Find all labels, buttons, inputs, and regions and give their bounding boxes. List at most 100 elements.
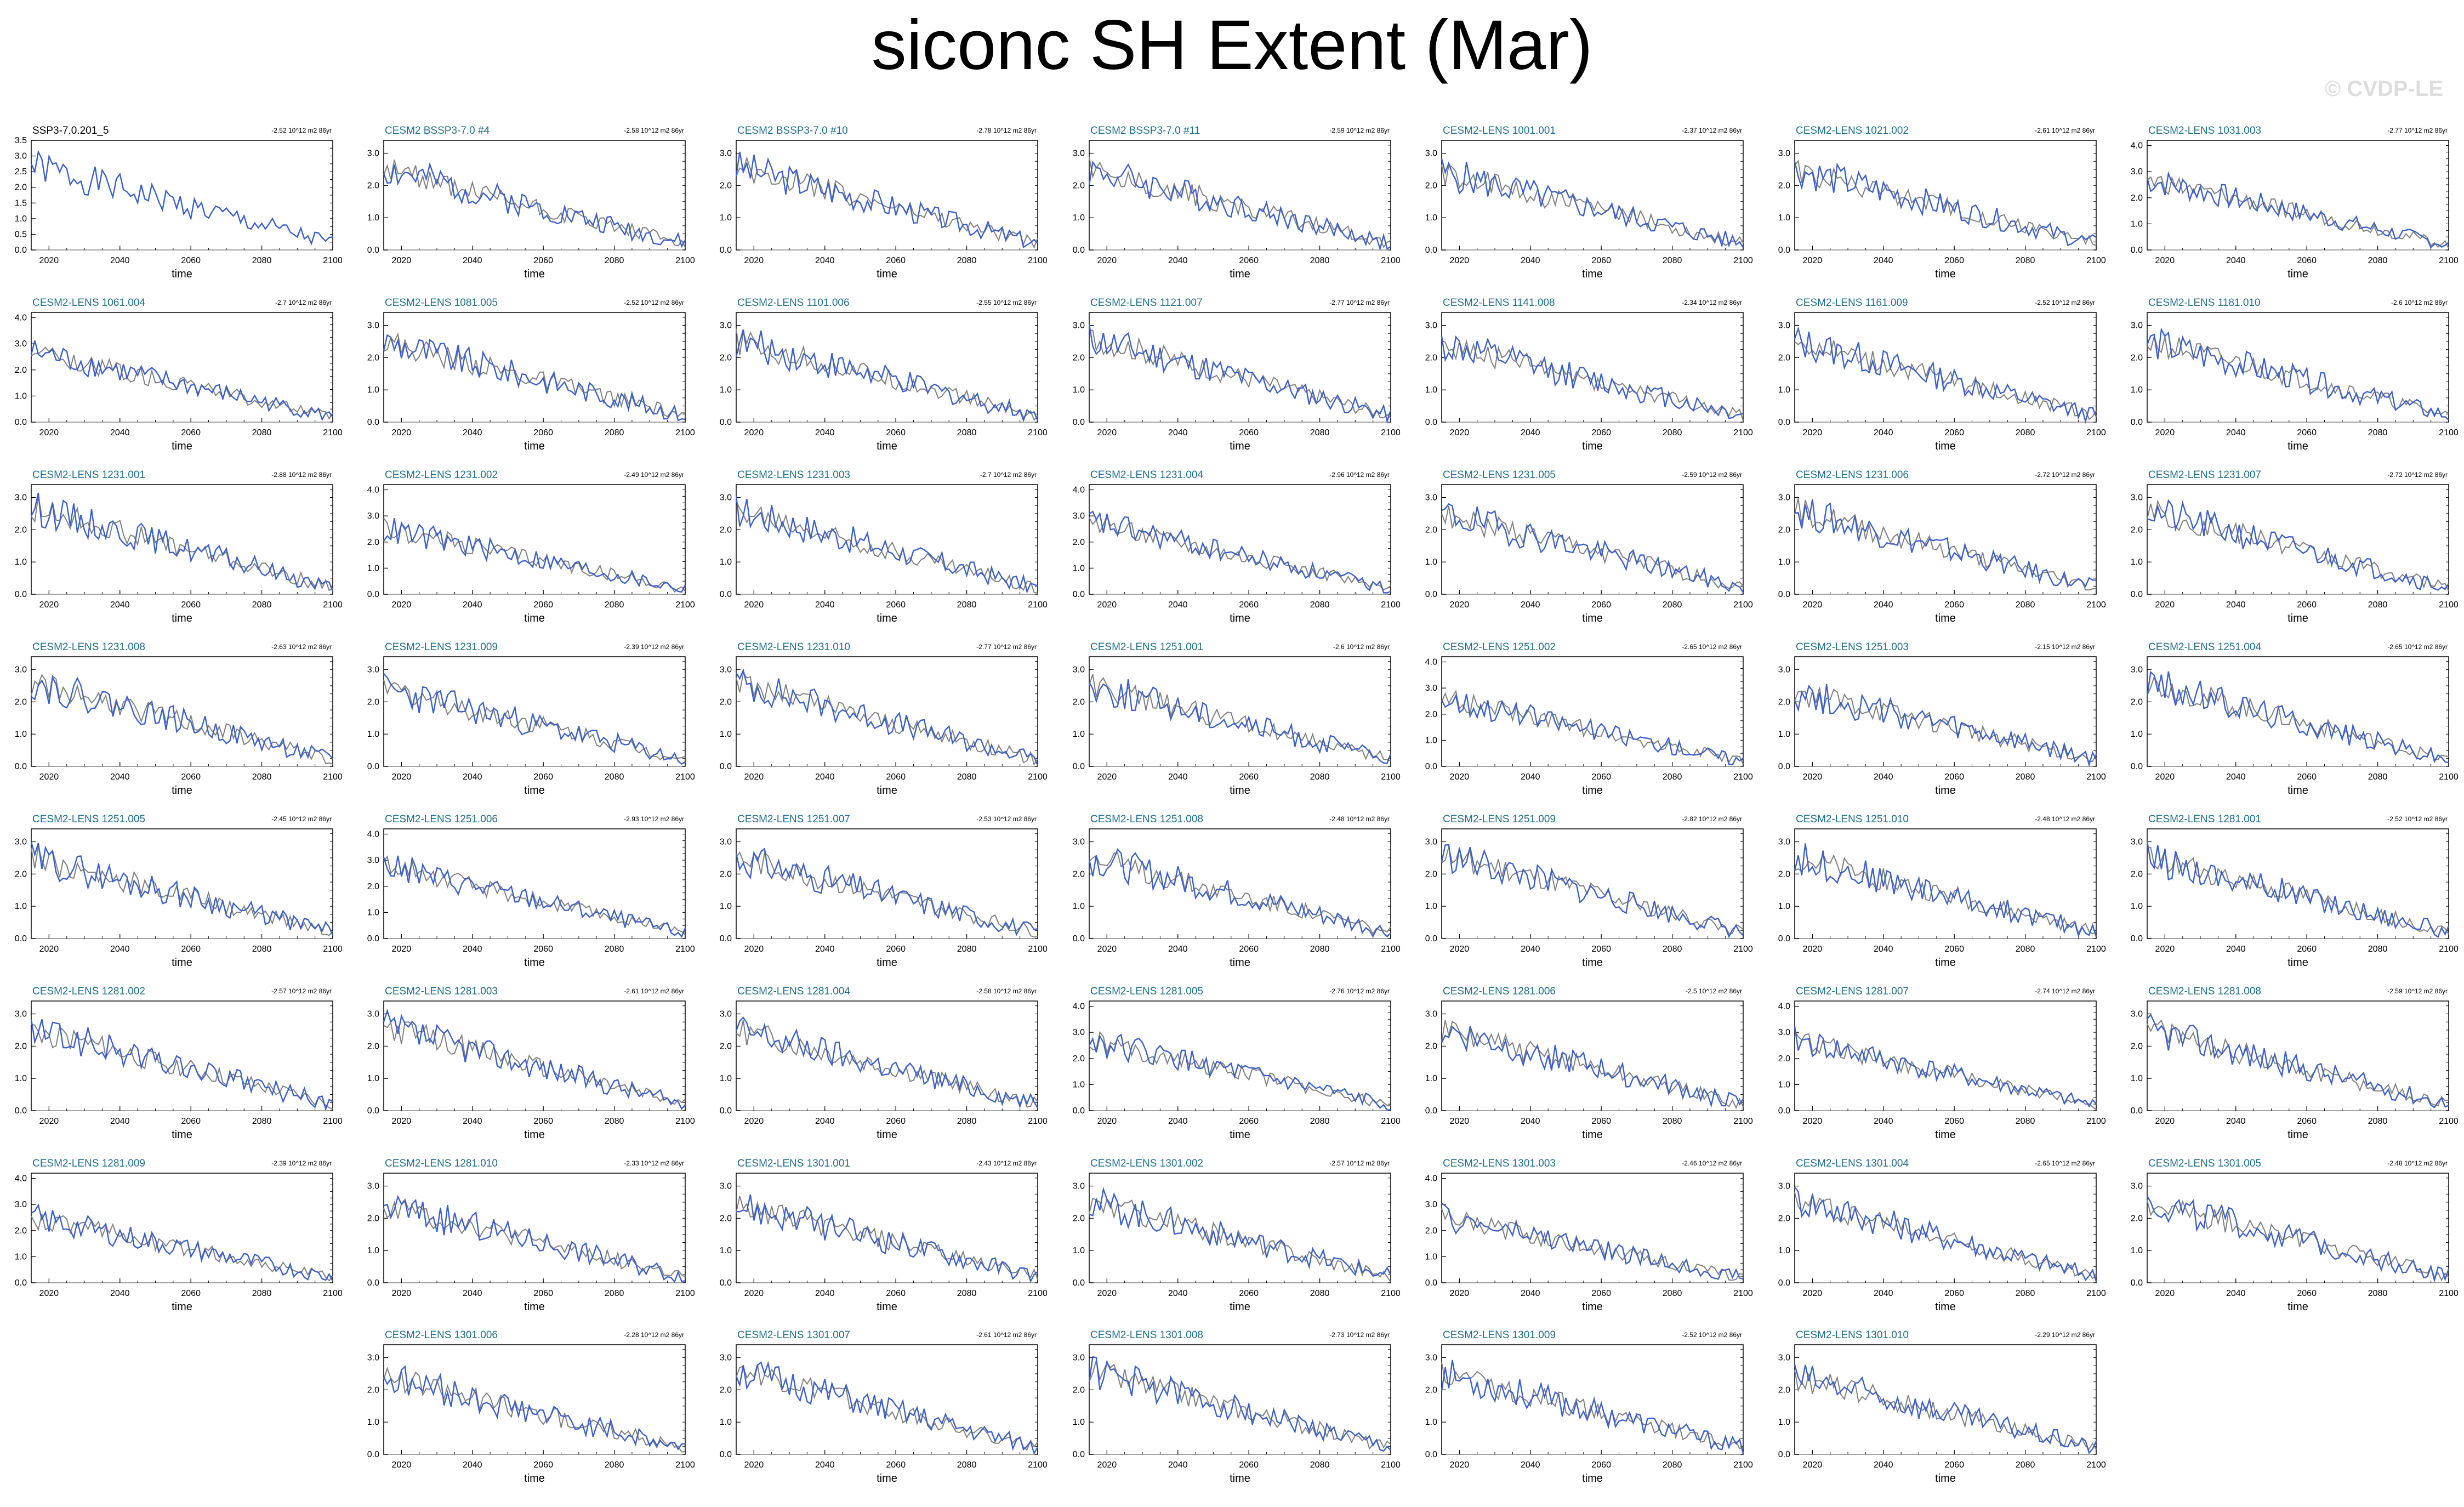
trend-label: -2.45 10^12 m2 86yr [271,815,332,823]
y-tick-label: 0.0 [15,1278,27,1288]
y-tick-label: 1.0 [1073,902,1085,911]
x-tick-label: 2040 [1521,945,1540,954]
y-tick-label: 0.0 [1425,1450,1437,1459]
series-line-blue [30,492,334,592]
x-tick-label: 2020 [1803,256,1823,265]
series-line-blue [1794,1364,2097,1454]
x-tick-label: 2020 [392,772,412,782]
x-tick-label: 2080 [605,1117,624,1126]
x-tick-label: 2080 [1663,1460,1682,1470]
x-tick-label: 2040 [463,1460,482,1470]
y-tick-label: 1.0 [1778,730,1790,739]
panel-title: CESM2-LENS 1251.004 [2148,641,2261,653]
y-tick-label: 1.0 [1778,1080,1790,1089]
trend-label: -2.5 10^12 m2 86yr [1686,987,1742,995]
panel: CESM2 BSSP3-7.0 #11 -2.59 10^12 m2 86yr 0.… [1073,125,1401,280]
series-line-blue [735,1016,1039,1109]
x-tick-label: 2080 [2016,1117,2035,1126]
panel: CESM2-LENS 1021.002 -2.61 10^12 m2 86yr 0.… [1778,125,2106,280]
y-tick-label: 2.0 [1073,353,1085,362]
x-tick-label: 2080 [605,1460,624,1470]
panel-title: CESM2-LENS 1021.002 [1796,125,1909,137]
plot-frame [2147,1173,2449,1283]
panel: CESM2-LENS 1001.001 -2.37 10^12 m2 86yr 0.… [1425,125,1753,280]
x-tick-label: 2020 [1097,772,1117,782]
panel: CESM2-LENS 1301.004 -2.65 10^12 m2 86yr 0.… [1778,1158,2106,1313]
x-tick-label: 2080 [1310,428,1330,437]
trend-label: -2.93 10^12 m2 86yr [624,815,684,823]
y-tick-label: 3.0 [720,1010,732,1019]
series-line-gray [2147,1019,2449,1107]
y-tick-label: 0.0 [367,246,379,255]
panel: CESM2-LENS 1031.003 -2.77 10^12 m2 86yr 0.… [2131,125,2459,280]
x-axis-label: time [1935,1129,1956,1141]
series-line-blue [1088,160,1391,251]
trend-label: -2.77 10^12 m2 86yr [2387,127,2448,134]
y-tick-label: 0.0 [720,590,732,599]
y-tick-label: 1.0 [2131,1074,2143,1083]
y-tick-label: 2.0 [15,183,27,192]
x-axis-label: time [524,784,545,797]
series-line-gray [2147,499,2449,592]
series-line-blue [2146,171,2449,249]
x-tick-label: 2060 [1944,1289,1964,1298]
series-line-blue [1088,323,1392,424]
y-tick-label: 2.0 [1425,1042,1437,1051]
y-tick-label: 0.0 [1778,1278,1790,1288]
y-tick-label: 4.0 [367,830,379,839]
x-tick-label: 2100 [1381,1460,1401,1470]
panel: CESM2-LENS 1061.004 -2.7 10^12 m2 86yr 0.0… [15,297,343,452]
x-tick-label: 2040 [1874,256,1893,265]
x-tick-label: 2100 [2086,1117,2106,1126]
x-tick-label: 2100 [675,772,695,782]
y-tick-label: 1.0 [1073,1418,1085,1427]
x-tick-label: 2100 [675,945,695,954]
x-tick-label: 2100 [323,256,343,265]
series-line-gray [736,1196,1038,1280]
x-tick-label: 2080 [252,1289,272,1298]
x-axis-label: time [1230,1472,1250,1485]
x-tick-label: 2060 [1944,256,1964,265]
x-tick-label: 2100 [2086,1460,2106,1470]
x-tick-label: 2060 [1944,772,1964,782]
series-line-gray [1441,846,1744,935]
series-line-gray [1794,852,2097,935]
y-tick-label: 3.0 [367,1182,379,1191]
y-tick-label: 0.0 [367,1278,379,1288]
y-tick-label: 2.5 [15,167,27,177]
panel: CESM2-LENS 1231.001 -2.88 10^12 m2 86yr 0.… [15,469,343,624]
trend-label: -2.77 10^12 m2 86yr [976,643,1037,651]
series-line-blue [735,848,1038,937]
panel: CESM2-LENS 1251.001 -2.6 10^12 m2 86yr 0.0… [1073,641,1401,797]
x-tick-label: 2080 [1310,1117,1330,1126]
x-tick-label: 2060 [1591,600,1611,610]
plot-frame [2147,484,2449,595]
series-line-blue [1441,158,1744,248]
x-axis-label: time [2287,612,2308,624]
trend-label: -2.59 10^12 m2 86yr [2387,987,2448,995]
x-tick-label: 2040 [1168,600,1188,610]
panel-title: CESM2-LENS 1231.009 [385,641,498,653]
y-tick-label: 0.0 [1073,1450,1085,1459]
y-tick-label: 0.0 [1425,590,1437,599]
series-line-blue [1441,1360,1744,1454]
x-tick-label: 2080 [252,600,272,610]
x-tick-label: 2020 [2155,600,2175,610]
x-axis-label: time [524,268,545,280]
series-line-gray [383,518,686,593]
x-tick-label: 2020 [392,1117,412,1126]
x-tick-label: 2040 [1521,256,1540,265]
x-tick-label: 2040 [1521,772,1540,782]
plot-frame [1441,312,1744,423]
series-line-gray [1089,1031,1391,1107]
y-tick-label: 0.0 [2131,934,2143,943]
plot-frame [1441,1173,1744,1283]
y-tick-label: 1.0 [367,1246,379,1255]
y-tick-label: 1.0 [15,902,27,911]
series-line-gray [2147,846,2449,935]
x-axis-label: time [1935,1472,1956,1485]
series-line-gray [1794,1031,2097,1110]
y-tick-label: 1.0 [720,1418,732,1427]
series-line-gray [736,156,1038,249]
